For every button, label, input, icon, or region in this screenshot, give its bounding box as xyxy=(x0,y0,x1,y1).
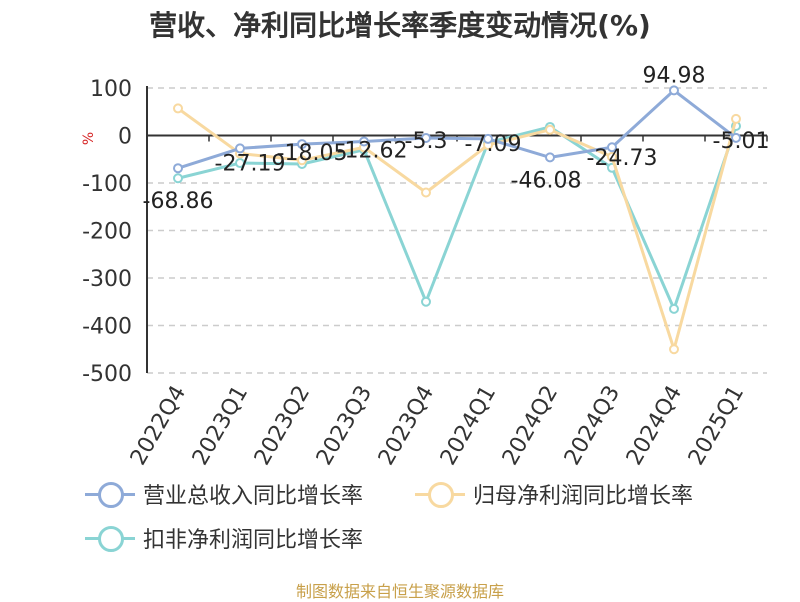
chart-title: 营收、净利同比增长率季度变动情况(%) xyxy=(149,9,651,42)
x-tick-label: 2023Q1 xyxy=(188,382,253,470)
y-tick-label: -100 xyxy=(82,172,132,197)
y-tick-label: -400 xyxy=(82,315,132,340)
source-footer: 制图数据来自恒生聚源数据库 xyxy=(295,582,504,601)
data-point[interactable] xyxy=(421,133,431,144)
y-tick-label: 0 xyxy=(118,125,132,150)
data-point[interactable] xyxy=(669,344,679,355)
legend-marker-icon xyxy=(415,480,465,508)
legend-item-deducted-net-profit[interactable]: 扣非净利润同比增长率 xyxy=(85,522,363,554)
data-label: -68.86 xyxy=(143,189,214,214)
legend-label: 归母净利润同比增长率 xyxy=(473,484,694,509)
data-point[interactable] xyxy=(173,173,183,184)
x-tick-label: 2024Q1 xyxy=(436,382,501,470)
data-label: -46.08 xyxy=(511,168,582,193)
grid-lines xyxy=(147,87,767,374)
data-label: -5.3 xyxy=(405,129,448,154)
x-tick-label: 2024Q2 xyxy=(498,382,563,470)
data-point[interactable] xyxy=(235,158,245,169)
legend-item-net-profit[interactable]: 归母净利润同比增长率 xyxy=(415,478,693,510)
data-point[interactable] xyxy=(173,163,183,174)
y-tick-label: 100 xyxy=(90,77,132,102)
legend-marker-icon xyxy=(85,480,135,508)
x-tick-label: 2023Q3 xyxy=(312,382,377,470)
data-label: -24.73 xyxy=(587,146,658,171)
data-label: -5.01 xyxy=(713,129,770,154)
data-point[interactable] xyxy=(359,136,369,147)
x-tick-label: 2023Q4 xyxy=(374,382,439,470)
data-label: -7.09 xyxy=(465,132,522,157)
x-tick-label: 2025Q1 xyxy=(684,382,749,470)
data-point[interactable] xyxy=(669,85,679,96)
data-label: -27.19 xyxy=(215,151,286,176)
data-point[interactable] xyxy=(607,151,617,162)
data-point[interactable] xyxy=(731,113,741,124)
data-point[interactable] xyxy=(421,187,431,198)
series-lines xyxy=(173,85,741,355)
x-tick-label: 2023Q2 xyxy=(250,382,315,470)
data-point[interactable] xyxy=(483,133,493,144)
y-tick-label: -300 xyxy=(82,267,132,292)
data-point[interactable] xyxy=(545,152,555,163)
data-point[interactable] xyxy=(607,142,617,153)
y-tick-label: -500 xyxy=(82,362,132,387)
legend-item-revenue[interactable]: 营业总收入同比增长率 xyxy=(85,478,363,510)
data-point[interactable] xyxy=(669,303,679,314)
series-line xyxy=(177,107,738,351)
x-tick-label: 2024Q3 xyxy=(560,382,625,470)
data-point[interactable] xyxy=(297,139,307,150)
legend-label: 扣非净利润同比增长率 xyxy=(143,528,364,553)
data-point[interactable] xyxy=(421,296,431,307)
data-label: 94.98 xyxy=(643,63,706,88)
legend-label: 营业总收入同比增长率 xyxy=(143,484,364,509)
x-tick-label: 2024Q4 xyxy=(622,382,687,470)
y-axis-title: % xyxy=(81,132,97,145)
data-point[interactable] xyxy=(731,132,741,143)
data-point[interactable] xyxy=(173,103,183,114)
y-tick-label: -200 xyxy=(82,220,132,245)
x-tick-label: 2022Q4 xyxy=(126,382,191,470)
data-point[interactable] xyxy=(545,124,555,135)
data-point[interactable] xyxy=(297,155,307,166)
data-point[interactable] xyxy=(235,143,245,154)
series-line xyxy=(177,88,737,170)
data-label: -18.05 xyxy=(277,141,348,166)
data-label: -12.62 xyxy=(337,138,408,163)
data-labels: -68.86-27.19-18.05-12.62-5.3 -7.09-46.08-… xyxy=(143,63,770,214)
series-line xyxy=(177,125,738,311)
legend-marker-icon xyxy=(85,524,135,552)
